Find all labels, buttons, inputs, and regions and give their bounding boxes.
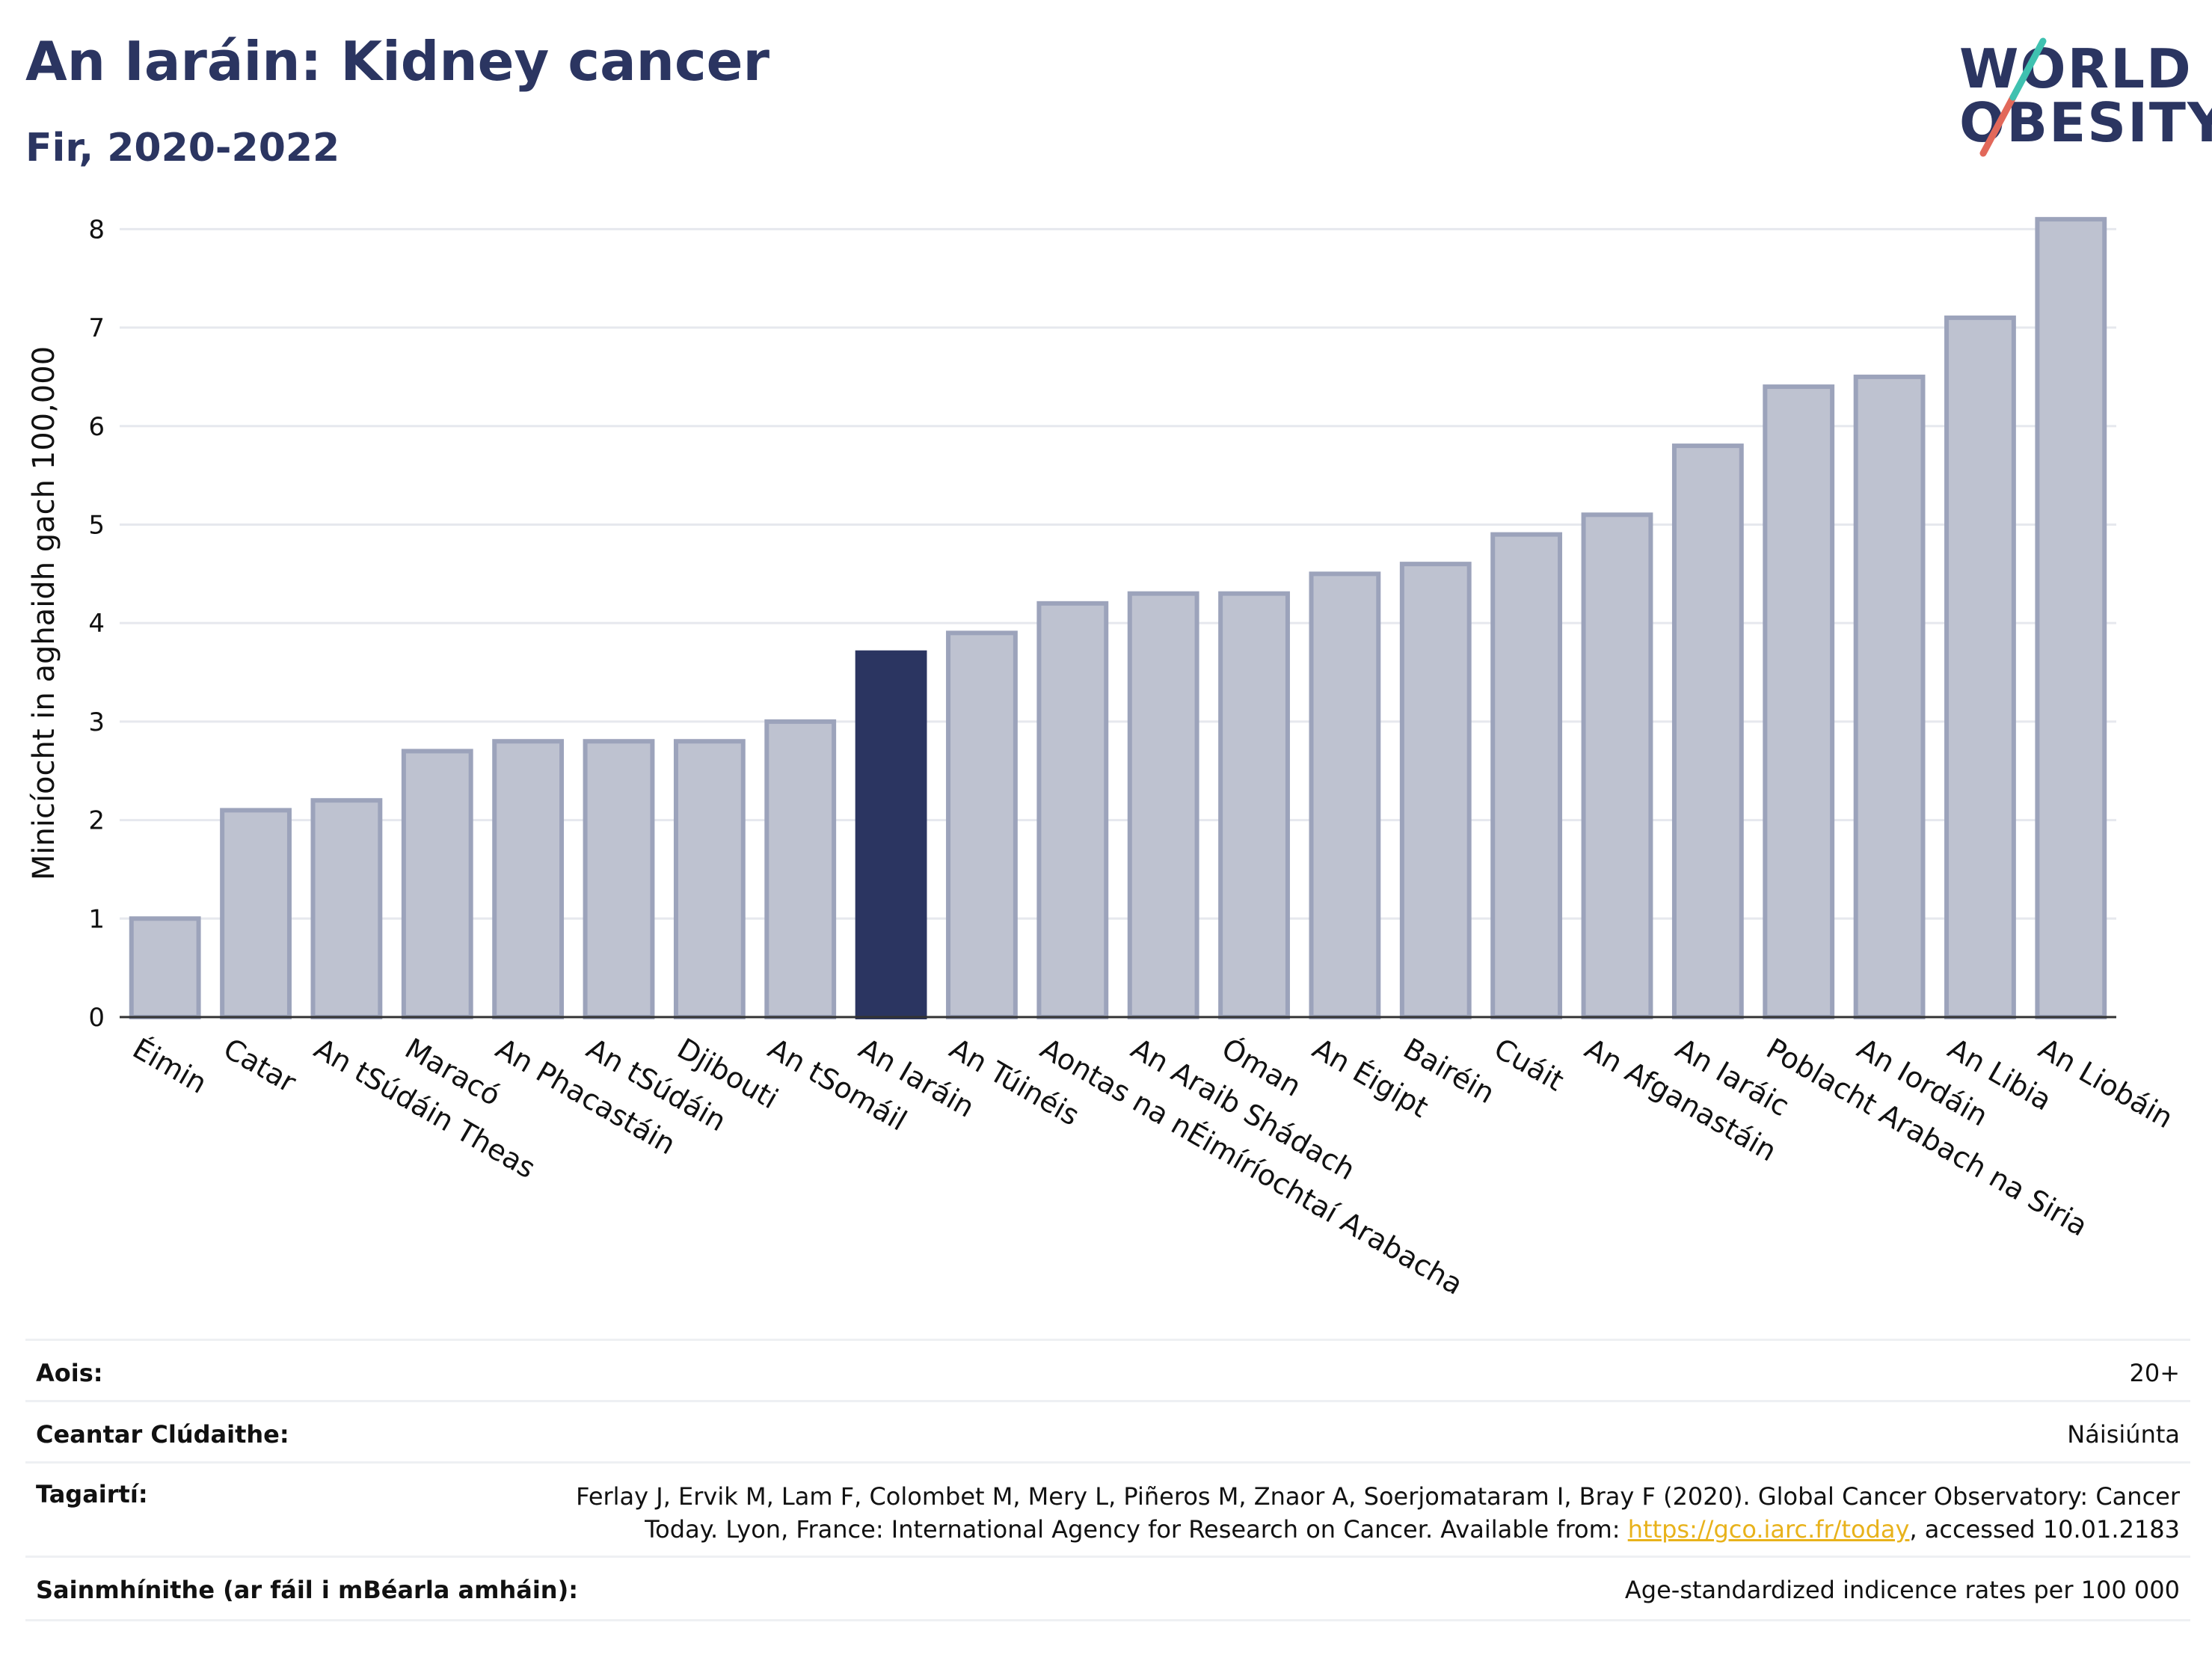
- meta-coverage-label: Ceantar Clúdaithe:: [36, 1420, 289, 1449]
- meta-row-coverage: Ceantar Clúdaithe: Náisiúnta: [25, 1400, 2190, 1462]
- meta-row-age: Aois: 20+: [25, 1339, 2190, 1401]
- meta-age-label: Aois:: [36, 1359, 103, 1387]
- bar: [401, 749, 473, 1019]
- bar: [946, 630, 1018, 1019]
- y-tick-label: 7: [88, 313, 105, 343]
- meta-definitions-value: Age-standardized indicence rates per 100…: [1624, 1576, 2180, 1604]
- reference-accessed: , accessed 10.01.2183: [1909, 1515, 2180, 1544]
- bar: [1944, 315, 2016, 1019]
- meta-coverage-value: Náisiúnta: [2067, 1420, 2180, 1449]
- reference-text: Today. Lyon, France: International Agenc…: [645, 1515, 1628, 1544]
- y-tick-label: 2: [88, 806, 105, 836]
- bar: [129, 916, 201, 1019]
- bar-highlighted: [855, 650, 927, 1019]
- bar: [583, 739, 655, 1019]
- meta-age-value: 20+: [2129, 1359, 2180, 1387]
- bar: [1309, 571, 1381, 1019]
- bar: [1671, 443, 1744, 1020]
- y-tick-label: 1: [88, 904, 105, 934]
- logo-slash-icon: [1979, 37, 2047, 157]
- bar: [2035, 217, 2107, 1019]
- bar: [1218, 591, 1290, 1019]
- reference-line-1: Ferlay J, Ervik M, Lam F, Colombet M, Me…: [576, 1482, 2180, 1511]
- y-tick-label: 3: [88, 707, 105, 737]
- world-obesity-logo: WORLD OBESITY: [1944, 22, 2212, 165]
- y-tick-label: 5: [88, 510, 105, 540]
- y-tick-label: 4: [88, 609, 105, 639]
- meta-references-label: Tagairtí:: [36, 1480, 148, 1508]
- logo-line-1: WORLD: [1959, 37, 2193, 100]
- meta-references-value: Ferlay J, Ervik M, Lam F, Colombet M, Me…: [576, 1480, 2180, 1546]
- chart-subtitle: Fir, 2020-2022: [25, 126, 340, 171]
- bar: [1581, 512, 1653, 1020]
- bar: [220, 808, 292, 1019]
- bar: [310, 798, 383, 1019]
- bar-chart: 0 1 2 3 4 5 6 7 8 Minicíocht in aghaidh gach 100,…: [27, 215, 2179, 1301]
- x-tick-label: Éimin: [127, 1032, 212, 1100]
- y-tick-label: 6: [88, 412, 105, 442]
- reference-line-2: Today. Lyon, France: International Agenc…: [576, 1513, 2180, 1546]
- reference-link[interactable]: https://gco.iarc.fr/today: [1627, 1515, 1910, 1544]
- bar: [492, 739, 565, 1019]
- y-axis-label: Minicíocht in aghaidh gach 100,000: [27, 346, 61, 880]
- x-tick-label: An Liobáin: [2033, 1032, 2179, 1135]
- meta-definitions-label: Sainmhínithe (ar fáil i mBéarla amháin):: [36, 1576, 578, 1604]
- bar: [1853, 374, 1926, 1019]
- bar: [1127, 591, 1199, 1019]
- bar: [1763, 384, 1835, 1019]
- bar: [764, 719, 837, 1019]
- x-tick-label: Cuáit: [1489, 1032, 1570, 1098]
- y-tick-label: 8: [88, 215, 105, 245]
- bar: [1399, 562, 1472, 1019]
- meta-row-definitions: Sainmhínithe (ar fáil i mBéarla amháin):…: [25, 1556, 2190, 1621]
- bar: [673, 739, 746, 1019]
- y-tick-label: 0: [88, 1003, 105, 1033]
- x-tick-label: Catar: [218, 1032, 302, 1099]
- meta-row-references: Tagairtí: Ferlay J, Ervik M, Lam F, Colo…: [25, 1461, 2190, 1556]
- bar: [1490, 532, 1563, 1019]
- chart-title: An Iaráin: Kidney cancer: [25, 30, 769, 93]
- bar: [1036, 601, 1109, 1019]
